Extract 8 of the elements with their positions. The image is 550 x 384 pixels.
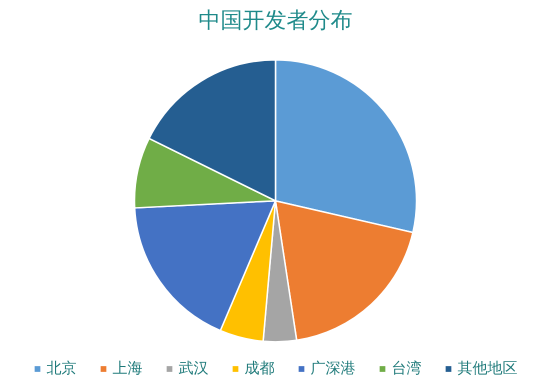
legend-label: 台湾 [392,359,422,378]
legend-label: 其他地区 [458,359,518,378]
legend-label: 上海 [112,359,142,378]
legend-label: 成都 [244,359,274,378]
legend-label: 广深港 [310,359,356,378]
legend-label: 北京 [46,359,76,378]
chart-title: 中国开发者分布 [198,8,352,32]
legend-label: 武汉 [178,359,208,378]
